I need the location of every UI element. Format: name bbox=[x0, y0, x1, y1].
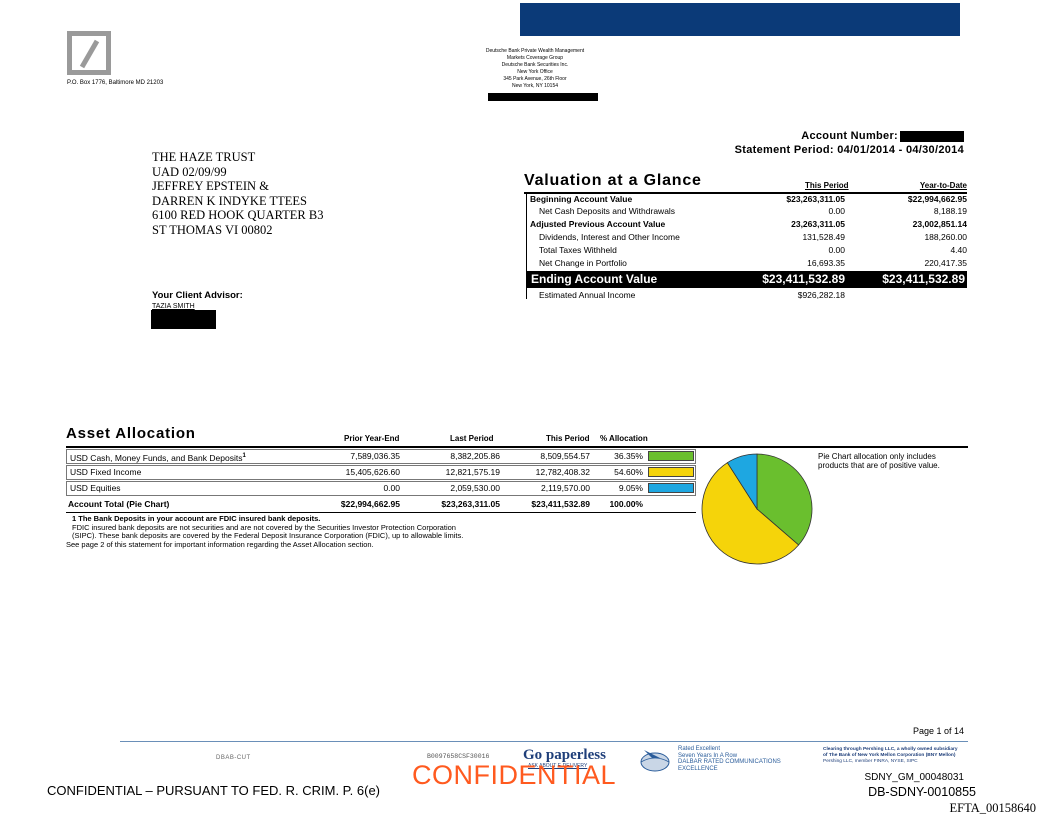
bank-office-info: Deutsche Bank Private Wealth Management … bbox=[460, 48, 610, 90]
account-info: Account Number: Statement Period: 04/01/… bbox=[735, 129, 964, 157]
redaction-bar bbox=[151, 310, 216, 329]
col-this-period: This Period bbox=[805, 181, 849, 190]
allocation-total-row: Account Total (Pie Chart) $22,994,662.95… bbox=[68, 499, 643, 509]
pie-slice bbox=[756, 453, 813, 546]
brand-banner bbox=[520, 3, 960, 36]
e-delivery-link[interactable]: ASK ABOUT E-DELIVERY bbox=[528, 763, 588, 769]
account-number-label: Account Number: bbox=[801, 130, 898, 142]
divider bbox=[66, 446, 968, 448]
allocation-row: USD Equities 0.00 2,059,530.00 2,119,570… bbox=[66, 481, 696, 497]
col-prior-year-end: Prior Year-End bbox=[344, 434, 400, 443]
statement-period: Statement Period: 04/01/2014 - 04/30/201… bbox=[734, 144, 964, 156]
divider bbox=[524, 192, 967, 194]
allocation-row: USD Fixed Income 15,405,626.60 12,821,57… bbox=[66, 465, 696, 481]
allocation-footnote: 1 The Bank Deposits in your account are … bbox=[66, 514, 464, 549]
bates-number: SDNY_GM_00048031 bbox=[864, 772, 964, 783]
bank-line: New York, NY 10154 bbox=[511, 83, 559, 89]
go-paperless-logo: Go paperless bbox=[523, 747, 606, 763]
allocation-row-box bbox=[66, 449, 696, 464]
dalbar-rating: Rated Excellent Seven Years In A Row DAL… bbox=[678, 746, 781, 772]
confidential-notice: CONFIDENTIAL – PURSUANT TO FED. R. CRIM.… bbox=[47, 783, 381, 798]
ending-account-value-row: Ending Account Value $23,411,532.89 $23,… bbox=[527, 271, 967, 288]
col-allocation: % Allocation bbox=[600, 434, 648, 443]
col-year-to-date: Year-to-Date bbox=[919, 181, 967, 190]
pershing-disclosure: Clearing through Pershing LLC, a wholly … bbox=[823, 747, 958, 764]
address-line: UAD 02/09/99 bbox=[152, 164, 227, 179]
asset-allocation-title: Asset Allocation bbox=[66, 425, 196, 442]
color-swatch bbox=[648, 451, 694, 461]
po-box-address: P.O. Box 1776, Baltimore MD 21203 bbox=[67, 80, 164, 86]
pie-chart-note: Pie Chart allocation only includes produ… bbox=[818, 452, 940, 470]
divider bbox=[120, 741, 968, 742]
valuation-row: Adjusted Previous Account Value 23,263,3… bbox=[530, 219, 967, 229]
address-line: DARREN K INDYKE TTEES bbox=[152, 193, 307, 208]
redaction-bar bbox=[488, 93, 598, 101]
document-code: B0097658CSF30016 bbox=[427, 753, 490, 760]
bank-line: Deutsche Bank Private Wealth Management bbox=[485, 48, 585, 54]
allocation-pie-chart bbox=[701, 453, 813, 565]
bank-line: Deutsche Bank Securities Inc. bbox=[501, 62, 569, 68]
valuation-row: Beginning Account Value $23,263,311.05 $… bbox=[530, 194, 967, 204]
bank-line: New York Office bbox=[517, 69, 553, 75]
allocation-row-box bbox=[66, 465, 696, 480]
divider bbox=[526, 193, 527, 299]
client-address: THE HAZE TRUST UAD 02/09/99 JEFFREY EPST… bbox=[152, 150, 323, 237]
valuation-row: Total Taxes Withheld 0.00 4.40 bbox=[539, 245, 967, 255]
address-line: 6100 RED HOOK QUARTER B3 bbox=[152, 208, 324, 222]
advisor-label: Your Client Advisor: bbox=[152, 290, 243, 301]
dalbar-globe-icon bbox=[640, 750, 670, 772]
address-line: JEFFREY EPSTEIN & bbox=[152, 179, 269, 193]
valuation-title: Valuation at a Glance bbox=[524, 172, 702, 189]
col-last-period: Last Period bbox=[450, 434, 494, 443]
advisor-name: TAZIA SMITH bbox=[152, 303, 195, 310]
col-this-period: This Period bbox=[546, 434, 590, 443]
divider bbox=[66, 512, 696, 513]
address-line: ST THOMAS VI 00802 bbox=[152, 222, 273, 237]
valuation-row: Net Cash Deposits and Withdrawals 0.00 8… bbox=[539, 206, 967, 216]
redaction-bar bbox=[900, 130, 964, 142]
dbab-code: DBAB-CUT bbox=[216, 755, 251, 761]
color-swatch bbox=[648, 483, 694, 493]
valuation-row: Dividends, Interest and Other Income 131… bbox=[539, 232, 967, 242]
bates-number: EFTA_00158640 bbox=[949, 801, 1037, 815]
bates-number: DB-SDNY-0010855 bbox=[868, 785, 976, 799]
allocation-row: USD Cash, Money Funds, and Bank Deposits… bbox=[66, 449, 696, 465]
confidential-stamp: CONFIDENTIAL bbox=[412, 760, 617, 790]
valuation-row: Net Change in Portfolio 16,693.35 220,41… bbox=[539, 258, 967, 268]
address-line: THE HAZE TRUST bbox=[152, 150, 256, 164]
pie-slice bbox=[701, 462, 800, 565]
color-swatch bbox=[648, 467, 694, 477]
bank-line: 345 Park Avenue, 26th Floor bbox=[503, 76, 567, 82]
deutsche-bank-logo bbox=[67, 31, 111, 75]
pie-slice bbox=[726, 453, 758, 511]
annual-income-row: Estimated Annual Income $926,282.18 bbox=[539, 290, 845, 300]
bank-line: Markets Coverage Group bbox=[506, 55, 564, 61]
allocation-row-box bbox=[66, 481, 696, 496]
page-number: Page 1 of 14 bbox=[912, 726, 964, 736]
